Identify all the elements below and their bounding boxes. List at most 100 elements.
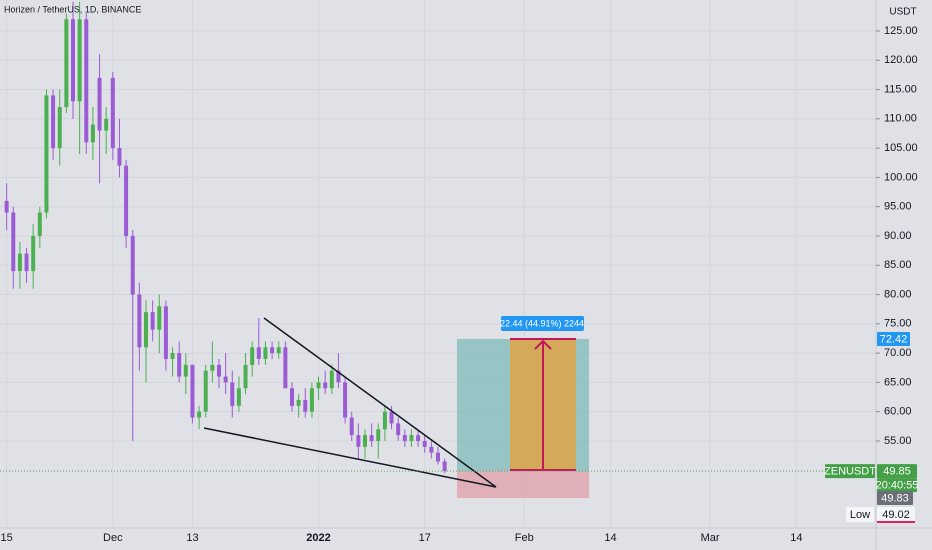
candles xyxy=(4,1,447,474)
y-tick-label: 85.00 xyxy=(884,259,912,271)
candle-body xyxy=(130,235,135,295)
y-tick-label: 65.00 xyxy=(884,376,912,388)
position-label: 22.44 (44.91%) 2244 xyxy=(500,318,584,328)
target-price: 72.42 xyxy=(880,333,908,345)
low-price: 49.02 xyxy=(882,509,910,521)
candle-body xyxy=(97,77,102,131)
bid-price: 49.83 xyxy=(881,492,909,504)
candle-body xyxy=(90,124,95,143)
y-tick-label: 75.00 xyxy=(884,318,912,330)
y-tick-label: 80.00 xyxy=(884,288,912,300)
x-tick-label: 14 xyxy=(604,532,616,544)
low-label-box xyxy=(846,507,874,522)
candle-body xyxy=(4,200,9,213)
candle-body xyxy=(236,388,241,406)
last-price: 49.85 xyxy=(883,466,911,478)
candle-body xyxy=(71,19,75,102)
wedge-lower xyxy=(203,427,497,488)
candle-body xyxy=(183,364,188,377)
candle-body xyxy=(409,435,414,441)
x-tick-label: Dec xyxy=(103,532,123,544)
candle-body xyxy=(329,370,334,389)
candle-body xyxy=(389,411,394,424)
x-tick-label: 2022 xyxy=(306,532,330,544)
y-unit: USDT xyxy=(889,7,916,18)
candle-body xyxy=(24,253,29,272)
y-tick-label: 125.00 xyxy=(884,25,918,37)
x-tick-label: 13 xyxy=(186,532,198,544)
candle-body xyxy=(369,435,374,441)
low-label: Low xyxy=(850,509,870,521)
candle-body xyxy=(349,417,354,436)
candle-body xyxy=(11,212,16,272)
candle-body xyxy=(203,370,208,412)
candle-body xyxy=(296,399,301,406)
drawings: 22.44 (44.91%) 2244 xyxy=(203,316,589,498)
last-price-box xyxy=(877,464,917,479)
candle-body xyxy=(31,235,36,272)
candle-body xyxy=(309,388,314,412)
candle-body xyxy=(223,376,228,383)
y-tick-label: 115.00 xyxy=(884,83,917,95)
candle-body xyxy=(429,446,434,453)
candle-body xyxy=(376,429,381,441)
bid-price-box xyxy=(877,491,913,505)
symbol-box xyxy=(825,464,875,479)
y-tick-label: 70.00 xyxy=(884,347,912,359)
candle-body xyxy=(356,435,361,447)
target-price-box xyxy=(877,331,910,346)
position-label-box xyxy=(501,316,584,331)
candle-body xyxy=(263,347,268,359)
x-tick-label: 14 xyxy=(790,532,802,544)
candle-body xyxy=(163,306,168,359)
candle-body xyxy=(270,347,275,354)
candle-body xyxy=(256,347,261,359)
candle-body xyxy=(64,19,69,108)
candle-body xyxy=(442,461,447,472)
candle-body xyxy=(144,312,148,348)
candle-body xyxy=(363,435,367,447)
candle-body xyxy=(396,423,401,436)
candle-body xyxy=(44,95,49,213)
candle-body xyxy=(436,452,440,462)
candle-body xyxy=(210,364,215,371)
wedge-upper xyxy=(263,317,497,488)
y-tick-label: 95.00 xyxy=(884,201,912,213)
x-tick-label: Mar xyxy=(701,532,720,544)
candle-body xyxy=(197,411,202,418)
y-tick-label: 110.00 xyxy=(884,113,917,125)
candle-body xyxy=(243,364,248,389)
chart-title: Horizen / TetherUS, 1D, BINANCE xyxy=(4,4,141,14)
symbol: ZENUSDT xyxy=(824,466,876,478)
candle-body xyxy=(84,19,89,143)
candle-body xyxy=(57,107,62,149)
candle-body xyxy=(416,435,421,441)
candle-body xyxy=(137,294,142,348)
x-tick-label: Feb xyxy=(515,532,534,544)
candle-body xyxy=(124,165,129,236)
candle-body xyxy=(190,364,195,418)
candle-body xyxy=(303,399,308,412)
candle-body xyxy=(316,382,321,389)
candle-body xyxy=(290,388,294,406)
y-tick-label: 55.00 xyxy=(884,435,912,447)
candle-body xyxy=(110,77,115,149)
low-price-box xyxy=(877,507,915,522)
candle-body xyxy=(51,95,56,149)
candle-body xyxy=(150,312,155,330)
candle-body xyxy=(422,440,427,447)
y-tick-label: 120.00 xyxy=(884,54,918,66)
x-tick-label: 15 xyxy=(1,532,13,544)
candle-body xyxy=(104,118,109,131)
candle-body xyxy=(402,435,407,441)
candle-body xyxy=(283,347,288,389)
candle-body xyxy=(382,411,387,430)
candle-body xyxy=(250,347,255,365)
y-tick-label: 60.00 xyxy=(884,406,912,418)
candle-body xyxy=(343,382,348,418)
loss-zone xyxy=(457,471,589,498)
candle-body xyxy=(37,212,42,236)
candle-body xyxy=(117,148,122,166)
